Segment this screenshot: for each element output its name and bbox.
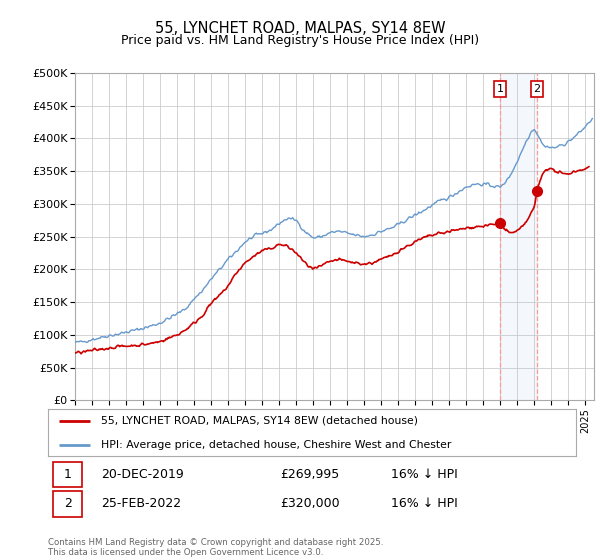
FancyBboxPatch shape bbox=[53, 461, 82, 487]
Text: 2: 2 bbox=[533, 84, 541, 94]
Text: 20-DEC-2019: 20-DEC-2019 bbox=[101, 468, 184, 481]
Text: 55, LYNCHET ROAD, MALPAS, SY14 8EW (detached house): 55, LYNCHET ROAD, MALPAS, SY14 8EW (deta… bbox=[101, 416, 418, 426]
Text: £320,000: £320,000 bbox=[280, 497, 340, 510]
Text: £269,995: £269,995 bbox=[280, 468, 340, 481]
Text: 2: 2 bbox=[64, 497, 72, 510]
FancyBboxPatch shape bbox=[53, 491, 82, 517]
Bar bbox=[500, 73, 537, 400]
Text: 16% ↓ HPI: 16% ↓ HPI bbox=[391, 497, 458, 510]
Text: Price paid vs. HM Land Registry's House Price Index (HPI): Price paid vs. HM Land Registry's House … bbox=[121, 34, 479, 46]
Text: 1: 1 bbox=[64, 468, 72, 481]
Text: 16% ↓ HPI: 16% ↓ HPI bbox=[391, 468, 458, 481]
Text: 1: 1 bbox=[496, 84, 503, 94]
Text: 55, LYNCHET ROAD, MALPAS, SY14 8EW: 55, LYNCHET ROAD, MALPAS, SY14 8EW bbox=[155, 21, 445, 36]
Text: Contains HM Land Registry data © Crown copyright and database right 2025.
This d: Contains HM Land Registry data © Crown c… bbox=[48, 538, 383, 557]
Text: HPI: Average price, detached house, Cheshire West and Chester: HPI: Average price, detached house, Ches… bbox=[101, 440, 451, 450]
Text: 25-FEB-2022: 25-FEB-2022 bbox=[101, 497, 181, 510]
